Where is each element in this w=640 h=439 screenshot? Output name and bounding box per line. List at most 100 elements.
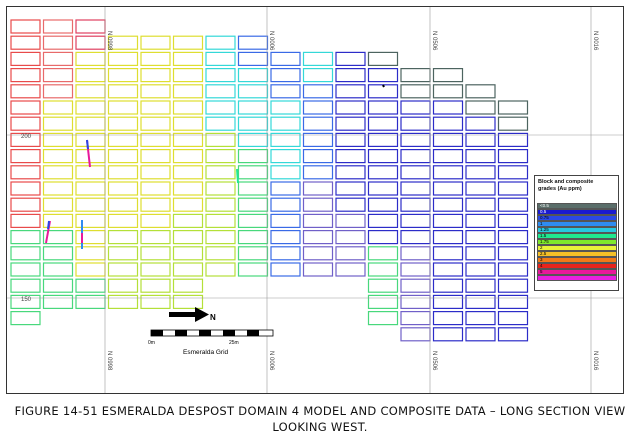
model-block — [335, 262, 366, 277]
model-block — [140, 230, 171, 245]
model-block — [302, 51, 334, 67]
legend-entry: 2.5 — [537, 251, 617, 257]
model-block — [497, 100, 529, 115]
model-block — [432, 100, 464, 115]
model-block — [75, 132, 106, 148]
figure-caption: FIGURE 14-51 ESMERALDA DESPOST DOMAIN 4 … — [0, 403, 640, 435]
model-block — [10, 165, 41, 180]
legend-entry-label: 2 — [540, 245, 543, 250]
model-block — [172, 262, 204, 277]
model-block — [367, 100, 399, 115]
model-block — [432, 311, 464, 326]
model-block — [237, 116, 269, 131]
model-block — [107, 181, 139, 196]
scale-bar: 0m 25m Esmeralda Grid — [148, 329, 274, 356]
model-block — [432, 165, 464, 180]
model-block — [75, 262, 106, 277]
model-block — [270, 197, 301, 212]
model-block — [75, 294, 106, 309]
model-block — [432, 67, 464, 83]
model-block — [270, 230, 301, 245]
model-block — [107, 132, 139, 148]
legend-entry-label: 0.75 — [540, 215, 549, 220]
model-block — [465, 132, 496, 148]
model-block — [42, 84, 74, 99]
model-block — [75, 35, 106, 50]
model-block — [367, 311, 399, 326]
model-block — [140, 262, 171, 277]
model-block — [172, 35, 204, 50]
model-block — [10, 294, 41, 309]
model-block — [432, 213, 464, 228]
model-block — [465, 294, 496, 309]
legend-entry: 1.5 — [537, 233, 617, 239]
model-block — [367, 294, 399, 309]
model-block — [140, 132, 171, 148]
caption-line-1: FIGURE 14-51 ESMERALDA DESPOST DOMAIN 4 … — [14, 404, 626, 418]
scale-bar-segment-5 — [247, 330, 259, 336]
model-block — [432, 84, 464, 99]
model-block — [400, 116, 431, 131]
model-block — [400, 67, 431, 83]
composite-traces — [45, 84, 385, 249]
model-block — [205, 100, 236, 115]
model-block — [270, 84, 301, 99]
elevation-label-150: 150 — [21, 297, 32, 303]
model-block — [10, 278, 41, 293]
model-block — [465, 278, 496, 293]
north-arrow-label: N — [210, 313, 216, 322]
model-block — [237, 181, 269, 196]
model-block — [367, 181, 399, 196]
model-block — [205, 262, 236, 277]
model-block — [10, 116, 41, 131]
model-block — [302, 149, 334, 164]
model-block — [367, 116, 399, 131]
model-block — [497, 230, 529, 245]
model-block — [205, 230, 236, 245]
model-block — [10, 35, 41, 50]
model-block — [172, 67, 204, 83]
legend-entry: 2 — [537, 245, 617, 251]
model-block — [400, 262, 431, 277]
model-block — [270, 51, 301, 67]
model-block — [335, 165, 366, 180]
model-block — [172, 246, 204, 261]
model-block — [75, 213, 106, 228]
caption-line-2: LOOKING WEST. — [272, 420, 368, 434]
model-block — [400, 311, 431, 326]
legend-entry: 1 — [537, 221, 617, 227]
model-block — [497, 278, 529, 293]
model-block — [205, 84, 236, 99]
model-block — [335, 246, 366, 261]
model-block — [400, 327, 431, 342]
model-block — [10, 149, 41, 164]
long-section-plot: N 0998 N 0006 N 0506 N 0016 N 0998 N 000… — [7, 7, 623, 393]
model-block — [335, 230, 366, 245]
model-block — [270, 116, 301, 131]
elevation-label-200: 200 — [21, 134, 32, 140]
model-block — [75, 67, 106, 83]
model-block — [465, 197, 496, 212]
scale-bar-segment-2 — [175, 330, 187, 336]
legend-entry: 3 — [537, 257, 617, 263]
block-model-layer — [10, 19, 529, 342]
model-block — [302, 67, 334, 83]
model-block — [465, 213, 496, 228]
model-block — [367, 67, 399, 83]
model-block — [172, 149, 204, 164]
model-block — [465, 165, 496, 180]
model-block — [172, 132, 204, 148]
model-block — [10, 19, 41, 34]
model-block — [172, 165, 204, 180]
model-block — [497, 327, 529, 342]
model-block — [465, 84, 496, 99]
model-block — [42, 278, 74, 293]
northing-label-bottom-3: N 0506 — [431, 351, 437, 371]
model-block — [205, 116, 236, 131]
model-block — [140, 35, 171, 50]
model-block — [172, 197, 204, 212]
model-block — [75, 246, 106, 261]
model-block — [205, 132, 236, 148]
model-block — [302, 262, 334, 277]
